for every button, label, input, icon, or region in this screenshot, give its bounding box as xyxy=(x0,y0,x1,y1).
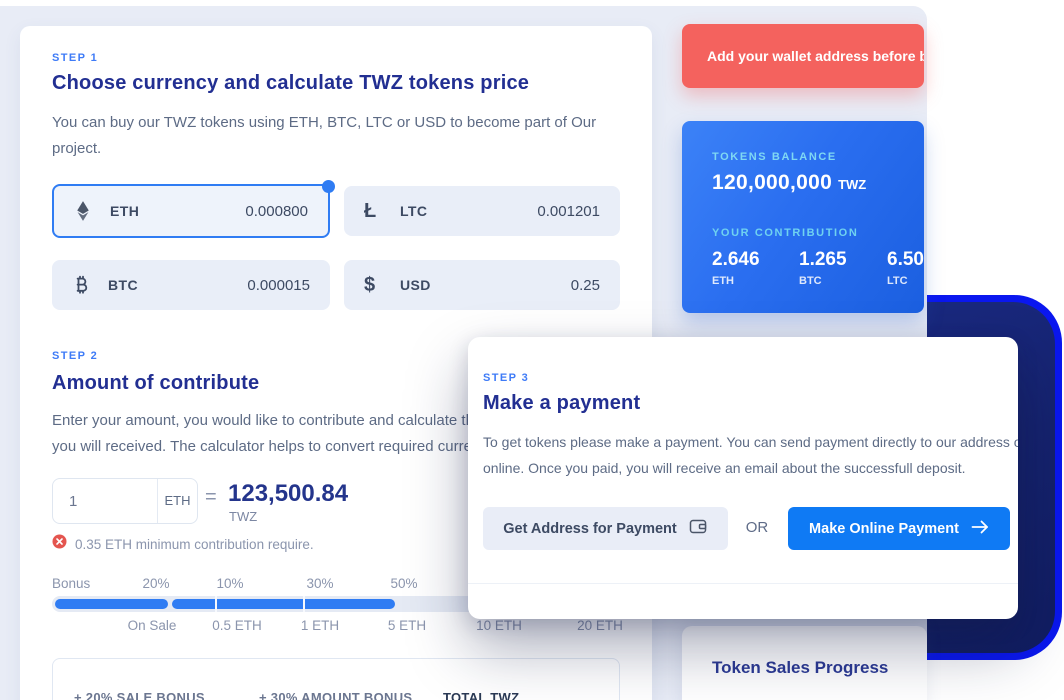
or-separator: OR xyxy=(745,519,769,536)
make-online-payment-button[interactable]: Make Online Payment xyxy=(788,507,1010,550)
bonus-tick-label: 0.5 ETH xyxy=(212,618,262,633)
contribution-btc: 1.265 BTC xyxy=(799,249,847,287)
total-twz-label: TOTAL TWZ xyxy=(443,690,520,700)
currency-code: LTC xyxy=(400,203,428,219)
payment-popup: STEP 3 Make a payment To get tokens plea… xyxy=(468,337,1018,619)
currency-option-btc[interactable]: BTC 0.000015 xyxy=(52,260,330,310)
step1-label: STEP 1 xyxy=(52,52,99,64)
currency-option-ltc[interactable]: Ł LTC 0.001201 xyxy=(344,186,620,236)
contribution-ltc: 6.500 LTC xyxy=(887,249,924,287)
tokens-balance-card: TOKENS BALANCE 120,000,000 TWZ YOUR CONTR… xyxy=(682,121,924,313)
alert-message: Add your wallet address before buying xyxy=(707,48,924,64)
amount-currency-label: ETH xyxy=(157,479,197,523)
contribution-eth: 2.646 ETH xyxy=(712,249,760,287)
currency-rate: 0.25 xyxy=(570,276,600,294)
currency-option-eth[interactable]: ETH 0.000800 xyxy=(52,184,330,238)
wallet-alert-banner: Add your wallet address before buying xyxy=(682,24,924,88)
litecoin-icon: Ł xyxy=(364,199,377,222)
equals-sign: = xyxy=(205,486,217,508)
converted-unit: TWZ xyxy=(229,509,258,524)
get-address-button[interactable]: Get Address for Payment xyxy=(483,507,728,550)
bonus-tick-label: 5 ETH xyxy=(387,618,427,633)
currency-code: ETH xyxy=(110,203,140,219)
balance-label: TOKENS BALANCE xyxy=(712,151,837,163)
currency-rate: 0.001201 xyxy=(537,202,600,220)
min-contribution-error: 0.35 ETH minimum contribution require. xyxy=(52,534,314,554)
currency-rate: 0.000015 xyxy=(247,276,310,294)
selected-indicator-dot xyxy=(322,180,335,193)
amount-input[interactable] xyxy=(53,479,157,523)
step3-description: To get tokens please make a payment. You… xyxy=(483,434,1018,476)
bonus-tick-label: 20 ETH xyxy=(577,618,623,633)
token-sales-progress-card: Token Sales Progress xyxy=(682,626,927,700)
contribution-label: YOUR CONTRIBUTION xyxy=(712,227,859,239)
balance-value-row: 120,000,000 TWZ xyxy=(712,171,866,195)
bonus-summary-box xyxy=(52,658,620,700)
error-text: 0.35 ETH minimum contribution require. xyxy=(75,536,314,552)
currency-rate: 0.000800 xyxy=(245,202,308,220)
online-payment-label: Make Online Payment xyxy=(809,520,959,537)
step3-label: STEP 3 xyxy=(483,372,530,384)
step1-description: You can buy our TWZ tokens using ETH, BT… xyxy=(52,114,597,157)
currency-code: BTC xyxy=(108,277,138,293)
error-icon xyxy=(52,534,67,554)
step3-title: Make a payment xyxy=(483,392,641,414)
bonus-percent-label: 50% xyxy=(390,576,418,591)
step2-label: STEP 2 xyxy=(52,350,99,362)
dollar-icon: $ xyxy=(364,273,376,296)
bonus-percent-label: 10% xyxy=(216,576,244,591)
sale-bonus-label: + 20% SALE BONUS xyxy=(74,690,205,700)
bonus-progress-fill xyxy=(172,599,395,609)
bonus-percent-label: 20% xyxy=(142,576,170,591)
balance-value: 120,000,000 xyxy=(712,171,833,194)
ethereum-icon xyxy=(74,200,100,222)
bonus-tick-label: 10 ETH xyxy=(476,618,522,633)
bar-divider xyxy=(303,596,305,612)
bitcoin-icon xyxy=(72,274,98,296)
currency-code: USD xyxy=(400,277,431,293)
arrow-right-icon xyxy=(971,520,989,538)
bonus-tick-label: On Sale xyxy=(127,618,177,633)
step2-description: Enter your amount, you would like to con… xyxy=(52,412,590,455)
step2-title: Amount of contribute xyxy=(52,372,260,394)
popup-divider xyxy=(468,583,1018,584)
amount-bonus-label: + 30% AMOUNT BONUS xyxy=(259,690,413,700)
bonus-percent-label: 30% xyxy=(306,576,334,591)
bonus-tick-label: 1 ETH xyxy=(300,618,340,633)
wallet-icon xyxy=(689,518,708,539)
amount-input-box: ETH xyxy=(52,478,198,524)
bonus-progress-fill xyxy=(55,599,168,609)
bonus-axis-label: Bonus xyxy=(52,576,91,591)
step1-title: Choose currency and calculate TWZ tokens… xyxy=(52,72,530,94)
currency-option-usd[interactable]: $ USD 0.25 xyxy=(344,260,620,310)
get-address-label: Get Address for Payment xyxy=(503,520,677,537)
bar-divider xyxy=(215,596,217,612)
balance-unit: TWZ xyxy=(838,177,867,192)
token-sales-progress-title: Token Sales Progress xyxy=(712,658,889,677)
converted-value: 123,500.84 xyxy=(228,480,349,507)
